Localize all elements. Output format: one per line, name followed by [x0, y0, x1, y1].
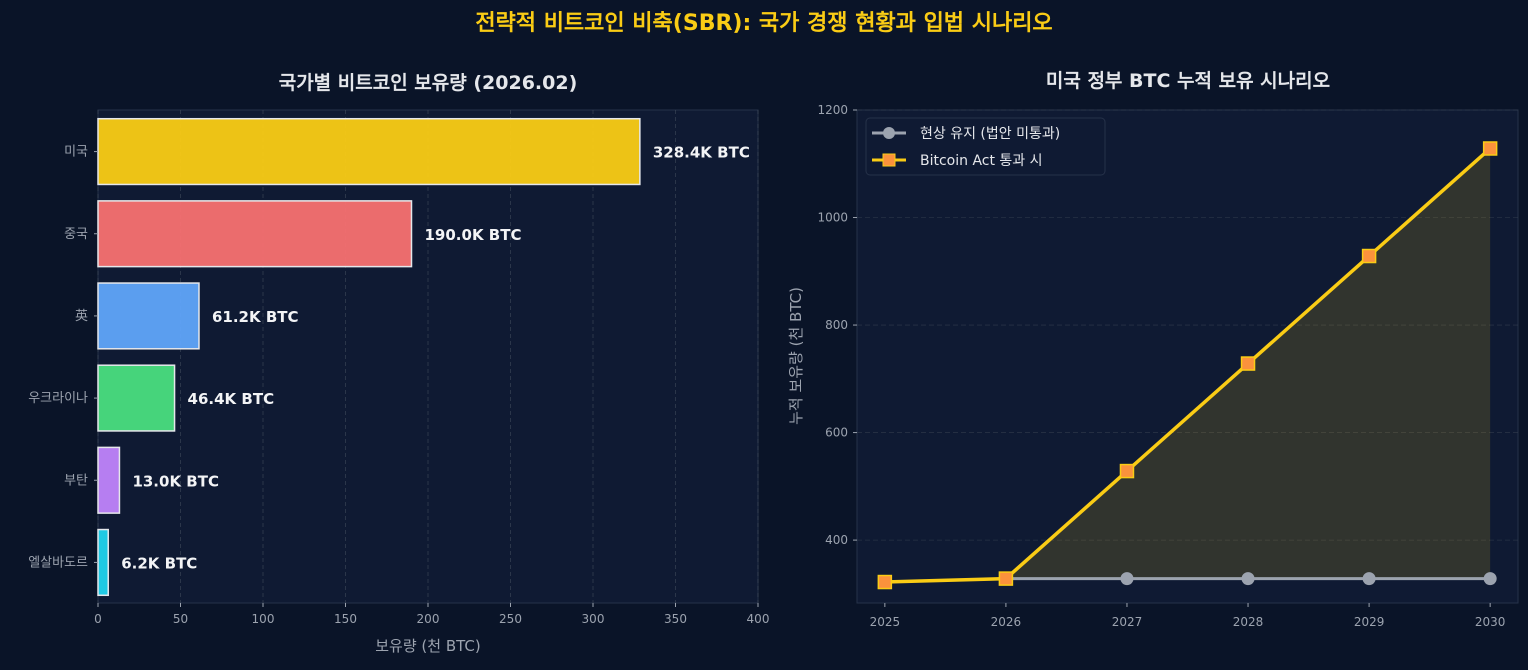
bitcoin-act-point-2026	[998, 571, 1014, 586]
legend-square-icon	[882, 153, 896, 167]
x-tick-label: 2029	[1354, 615, 1385, 629]
x-tick-label: 2026	[991, 615, 1022, 629]
bar-1	[97, 200, 413, 268]
status-quo-point-2029	[1362, 572, 1376, 586]
x-axis-label: 보유량 (천 BTC)	[375, 637, 481, 655]
x-tick-label: 250	[499, 612, 522, 626]
x-tick-label: 50	[173, 612, 188, 626]
x-tick-label: 100	[252, 612, 275, 626]
bitcoin-act-point-2029	[1361, 248, 1377, 264]
data-label: 6.2K BTC	[121, 554, 197, 572]
chart-title: 국가별 비트코인 보유량 (2026.02)	[279, 72, 578, 94]
bar-0	[97, 117, 641, 186]
y-tick-label: 800	[825, 318, 848, 332]
x-tick-label: 350	[664, 612, 687, 626]
y-tick-label: 부탄	[64, 473, 88, 488]
legend-label: Bitcoin Act 통과 시	[920, 153, 1043, 169]
x-tick-label: 2030	[1475, 615, 1506, 629]
y-tick-label: 중국	[64, 227, 88, 242]
y-tick-label: 엘살바도르	[28, 555, 88, 570]
status-quo-point-2027	[1120, 572, 1134, 586]
status-quo-point-2028	[1241, 572, 1255, 586]
holdings-bar-chart: 국가별 비트코인 보유량 (2026.02) 0 50 100 150 200 250 30…	[28, 72, 769, 655]
x-tick-label: 2028	[1233, 615, 1264, 629]
x-tick-label: 2027	[1112, 615, 1143, 629]
bar-3	[97, 364, 176, 432]
scenario-line-chart: 미국 정부 BTC 누적 보유 시나리오 400 600 800 1000 1200 20…	[787, 70, 1519, 629]
series-bitcoin-act-line	[884, 147, 1492, 584]
data-label: 61.2K BTC	[212, 308, 299, 326]
y-axis-label: 누적 보유량 (천 BTC)	[787, 287, 805, 425]
bitcoin-act-point-2028	[1240, 356, 1256, 371]
y-tick-label: 英	[75, 309, 88, 324]
bar-2	[97, 282, 200, 350]
x-tick-label: 300	[582, 612, 605, 626]
chart-title: 미국 정부 BTC 누적 보유 시나리오	[1046, 70, 1330, 92]
legend-label: 현상 유지 (법안 미통과)	[920, 126, 1060, 142]
y-tick-label: 600	[825, 426, 848, 440]
bar-5	[97, 528, 109, 597]
x-tick-label: 0	[94, 612, 102, 626]
x-tick-label: 150	[334, 612, 357, 626]
data-label: 328.4K BTC	[653, 144, 750, 162]
suptitle: 전략적 비트코인 비축(SBR): 국가 경쟁 현황과 입법 시나리오	[475, 11, 1052, 36]
x-tick-label: 2025	[870, 615, 901, 629]
legend: 현상 유지 (법안 미통과) Bitcoin Act 통과 시	[865, 117, 1106, 176]
data-label: 190.0K BTC	[425, 226, 522, 244]
bitcoin-act-point-2025	[877, 574, 893, 590]
y-tick-label: 1000	[817, 211, 848, 225]
y-tick-label: 미국	[64, 145, 88, 160]
x-tick-label: 400	[747, 612, 770, 626]
bitcoin-act-point-2030	[1482, 141, 1498, 156]
bitcoin-act-point-2027	[1119, 463, 1135, 479]
legend-circle-icon	[883, 127, 895, 139]
bar-4	[97, 446, 121, 514]
data-label: 46.4K BTC	[188, 390, 275, 408]
plot-area	[856, 109, 1519, 604]
y-tick-label: 400	[825, 533, 848, 547]
x-tick-label: 200	[417, 612, 440, 626]
legend-box	[865, 117, 1106, 176]
y-tick-label: 1200	[817, 103, 848, 117]
status-quo-point-2030	[1483, 572, 1497, 586]
y-tick-label: 우크라이나	[28, 391, 88, 406]
data-label: 13.0K BTC	[132, 472, 219, 490]
